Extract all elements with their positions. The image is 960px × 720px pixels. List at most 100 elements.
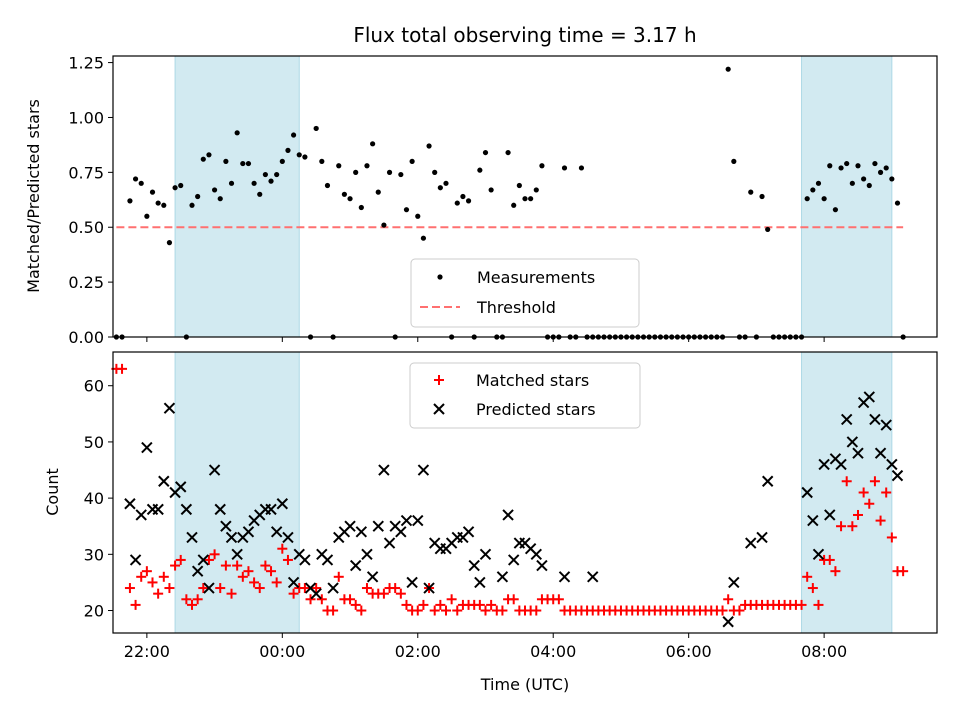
measurement-point xyxy=(409,158,415,164)
matched-point xyxy=(170,560,181,571)
chart-title: Flux total observing time = 3.17 h xyxy=(353,23,696,47)
matched-point xyxy=(117,363,128,374)
measurement-point xyxy=(138,180,144,186)
matched-point xyxy=(345,594,356,605)
predicted-point xyxy=(423,582,435,594)
predicted-point xyxy=(175,481,187,493)
matched-point xyxy=(508,594,519,605)
measurement-point xyxy=(195,193,201,200)
y-tick-label: 0.00 xyxy=(68,328,104,347)
predicted-point xyxy=(874,447,887,459)
cross-stroke xyxy=(316,548,328,561)
measurement-point xyxy=(759,193,765,200)
measurement-point xyxy=(522,196,528,202)
legend-label-predicted: Predicted stars xyxy=(476,400,596,419)
measurement-point xyxy=(149,189,156,195)
cross-stroke xyxy=(197,554,210,566)
cross-stroke xyxy=(304,582,317,594)
cross-stroke xyxy=(129,554,142,566)
shaded-interval xyxy=(174,55,300,338)
predicted-point xyxy=(818,458,830,471)
measurement-point xyxy=(426,143,432,149)
cross-stroke xyxy=(231,548,243,561)
measurement-point xyxy=(336,163,342,169)
cross-stroke xyxy=(287,576,300,589)
matched-point xyxy=(350,599,361,610)
measurement-point xyxy=(291,132,297,138)
matched-point xyxy=(553,594,564,605)
predicted-point xyxy=(135,509,147,521)
measurement-point xyxy=(454,200,460,206)
cross-stroke xyxy=(383,537,396,549)
matched-point xyxy=(836,521,847,532)
matched-point xyxy=(153,588,164,599)
measurement-point xyxy=(341,191,347,197)
cross-stroke xyxy=(524,542,537,555)
measurement-point xyxy=(211,187,218,193)
measurement-point xyxy=(381,222,387,228)
cross-stroke xyxy=(175,481,187,493)
measurement-point xyxy=(505,149,511,156)
cross-stroke xyxy=(840,413,853,426)
cross-stroke xyxy=(508,554,520,566)
predicted-point xyxy=(417,464,430,476)
matched-point xyxy=(412,605,423,616)
measurement-point xyxy=(849,180,855,186)
y-tick-label: 1.25 xyxy=(68,54,104,73)
cross-stroke xyxy=(406,576,418,589)
matched-point xyxy=(480,605,491,616)
predicted-point xyxy=(321,554,334,566)
measurement-point xyxy=(804,196,810,202)
predicted-point xyxy=(474,576,486,589)
matched-point xyxy=(864,498,875,509)
predicted-point xyxy=(722,616,734,628)
measurement-point xyxy=(262,171,268,178)
measurement-point xyxy=(561,165,568,171)
measurement-point xyxy=(465,198,472,204)
matched-point xyxy=(243,566,254,577)
matched-point xyxy=(305,594,316,605)
cross-stroke xyxy=(225,531,238,544)
matched-point xyxy=(474,599,485,610)
measurement-point xyxy=(132,176,139,182)
y-tick-label: 0.75 xyxy=(68,163,104,182)
cross-stroke xyxy=(846,436,859,448)
measurement-point xyxy=(432,169,438,175)
matched-point xyxy=(361,583,372,594)
predicted-point xyxy=(208,464,221,476)
matched-point xyxy=(271,577,282,588)
matched-point xyxy=(187,599,198,610)
matched-point xyxy=(807,583,818,594)
shaded-interval xyxy=(801,351,893,634)
cross-stroke xyxy=(863,391,875,403)
measurement-point xyxy=(178,182,184,189)
measurement-point xyxy=(511,202,517,208)
measurement-point xyxy=(477,167,483,173)
measurement-point xyxy=(832,207,839,213)
bottom-y-axis-label: Count xyxy=(43,468,62,516)
matched-point xyxy=(181,594,192,605)
measurement-point xyxy=(488,187,494,193)
x-tick-label: 06:00 xyxy=(666,642,712,661)
matched-point xyxy=(141,566,152,577)
measurement-point xyxy=(144,213,150,219)
matched-point xyxy=(830,566,841,577)
matched-point xyxy=(486,599,497,610)
cross-stroke xyxy=(321,554,334,566)
measurement-point xyxy=(731,158,737,164)
measurement-point xyxy=(443,180,449,186)
measurement-point xyxy=(539,163,545,169)
measurement-point xyxy=(883,165,889,171)
y-tick-label: 20 xyxy=(84,602,104,621)
matched-point xyxy=(136,571,147,582)
predicted-point xyxy=(129,554,142,566)
cross-stroke xyxy=(361,548,373,561)
cross-stroke xyxy=(327,582,339,594)
measurement-point xyxy=(279,158,285,164)
y-tick-label: 50 xyxy=(84,433,104,452)
cross-stroke xyxy=(186,531,198,544)
y-tick-label: 0.25 xyxy=(68,273,104,292)
matched-point xyxy=(316,594,327,605)
predicted-point xyxy=(265,503,277,516)
